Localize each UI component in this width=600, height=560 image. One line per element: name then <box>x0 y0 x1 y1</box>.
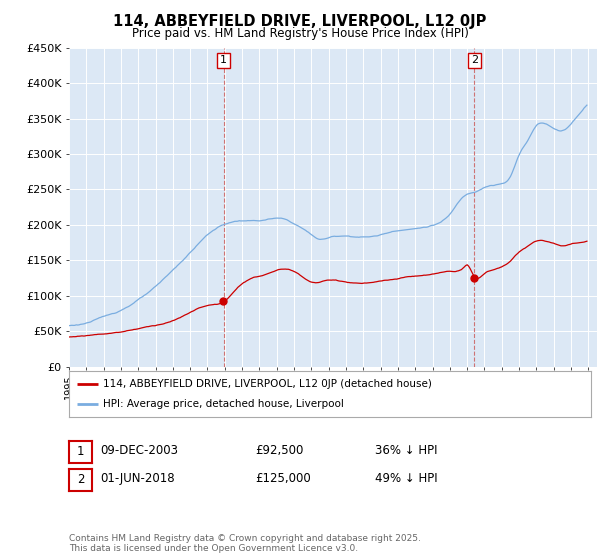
Text: 1: 1 <box>77 445 84 459</box>
Text: 114, ABBEYFIELD DRIVE, LIVERPOOL, L12 0JP (detached house): 114, ABBEYFIELD DRIVE, LIVERPOOL, L12 0J… <box>103 379 432 389</box>
Text: 2: 2 <box>77 473 84 487</box>
Text: 09-DEC-2003: 09-DEC-2003 <box>100 444 178 458</box>
Text: 114, ABBEYFIELD DRIVE, LIVERPOOL, L12 0JP: 114, ABBEYFIELD DRIVE, LIVERPOOL, L12 0J… <box>113 14 487 29</box>
Text: Price paid vs. HM Land Registry's House Price Index (HPI): Price paid vs. HM Land Registry's House … <box>131 27 469 40</box>
Text: 49% ↓ HPI: 49% ↓ HPI <box>375 472 437 486</box>
Text: 1: 1 <box>220 55 227 66</box>
Text: £92,500: £92,500 <box>255 444 304 458</box>
Text: Contains HM Land Registry data © Crown copyright and database right 2025.
This d: Contains HM Land Registry data © Crown c… <box>69 534 421 553</box>
Text: 36% ↓ HPI: 36% ↓ HPI <box>375 444 437 458</box>
Text: £125,000: £125,000 <box>255 472 311 486</box>
Text: HPI: Average price, detached house, Liverpool: HPI: Average price, detached house, Live… <box>103 399 344 409</box>
Text: 01-JUN-2018: 01-JUN-2018 <box>100 472 175 486</box>
Text: 2: 2 <box>471 55 478 66</box>
